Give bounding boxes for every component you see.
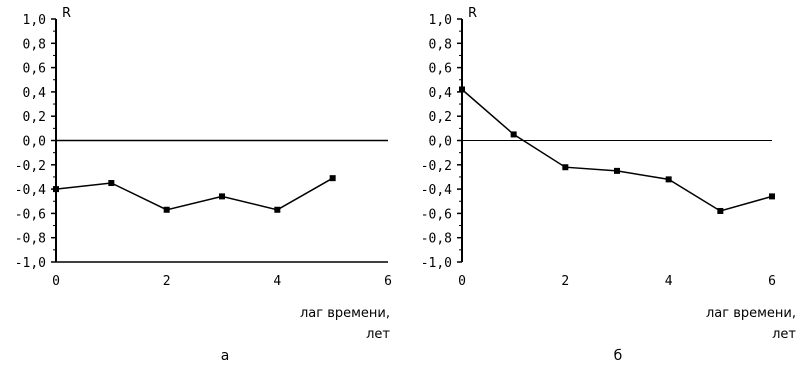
x-tick-label: 2 xyxy=(561,274,569,289)
series-line xyxy=(55,177,334,211)
x-tick-label: 4 xyxy=(273,274,281,289)
y-tick-label: 0,0 xyxy=(23,135,46,150)
y-tick-label: -0,8 xyxy=(15,232,46,247)
data-point xyxy=(769,193,775,200)
panel-label: б xyxy=(614,348,623,364)
y-tick-label: 0,0 xyxy=(429,135,452,150)
y-tick-label: -0,6 xyxy=(15,207,46,222)
data-point xyxy=(665,176,672,183)
x-axis-label-line2: лет xyxy=(772,327,796,342)
y-axis-label: R xyxy=(62,6,71,21)
y-axis-label: R xyxy=(468,6,477,21)
y-tick-label: 0,4 xyxy=(23,86,47,101)
y-tick-label: 0,2 xyxy=(429,110,452,125)
y-tick-label: -1,0 xyxy=(15,256,46,271)
data-point xyxy=(459,86,465,93)
x-tick-label: 0 xyxy=(52,274,60,289)
x-tick-label: 4 xyxy=(665,274,673,289)
x-tick-label: 0 xyxy=(458,274,466,289)
y-tick-label: 0,2 xyxy=(23,110,46,125)
y-tick-label: -0,2 xyxy=(421,159,452,174)
data-point xyxy=(614,167,620,174)
data-point xyxy=(717,207,724,214)
y-tick-label: -1,0 xyxy=(421,256,452,271)
y-tick-label: -0,8 xyxy=(421,232,452,247)
data-point xyxy=(53,186,59,193)
y-tick-label: 0,8 xyxy=(429,37,452,52)
x-axis-label-line1: лаг времени, xyxy=(706,306,796,321)
y-tick-label: 0,6 xyxy=(429,62,452,77)
x-tick-label: 6 xyxy=(768,274,776,289)
y-tick-label: 0,8 xyxy=(23,37,46,52)
y-tick-label: 0,6 xyxy=(23,62,46,77)
y-tick-label: 0,4 xyxy=(429,86,453,101)
data-point xyxy=(510,131,517,138)
data-point xyxy=(108,180,115,187)
data-point xyxy=(274,206,281,213)
x-axis-label-line1: лаг времени, xyxy=(300,306,390,321)
data-point xyxy=(329,175,336,182)
y-tick-label: 1,0 xyxy=(23,13,46,28)
x-tick-label: 6 xyxy=(384,274,392,289)
data-point xyxy=(562,164,569,171)
y-tick-label: -0,4 xyxy=(421,183,452,198)
y-tick-label: -0,2 xyxy=(15,159,46,174)
x-axis-label-line2: лет xyxy=(366,327,390,342)
data-point xyxy=(219,193,225,200)
x-tick-label: 2 xyxy=(163,274,171,289)
series-line xyxy=(461,88,773,212)
data-point xyxy=(163,206,170,213)
panel-label: а xyxy=(221,348,230,364)
chart-panel-b: 1,0 0,8 0,6 0,4 0,2 0,0 -0,2 -0,4 -0,6 -0,8 -1,0 R 0… xyxy=(421,6,797,364)
chart-panel-a: 1,0 0,8 0,6 0,4 0,2 0,0 -0,2 -0,4 -0,6 -0,8 -1,0 R 0… xyxy=(15,6,392,364)
y-tick-label: -0,6 xyxy=(421,207,452,222)
y-tick-label: 1,0 xyxy=(429,13,452,28)
y-tick-label: -0,4 xyxy=(15,183,46,198)
